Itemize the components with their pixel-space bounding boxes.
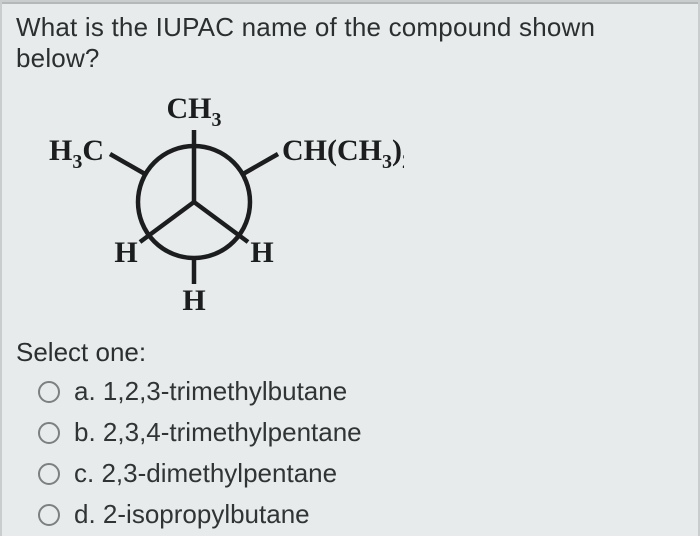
select-one-label: Select one:	[16, 337, 684, 368]
radio-icon[interactable]	[38, 422, 60, 444]
option-text: a. 1,2,3-trimethylbutane	[74, 376, 347, 407]
svg-text:CH3: CH3	[167, 92, 222, 131]
options-group: a. 1,2,3-trimethylbutane b. 2,3,4-trimet…	[38, 376, 684, 530]
radio-icon[interactable]	[38, 463, 60, 485]
option-text: c. 2,3-dimethylpentane	[74, 458, 337, 489]
option-a[interactable]: a. 1,2,3-trimethylbutane	[38, 376, 684, 407]
option-b[interactable]: b. 2,3,4-trimethylpentane	[38, 417, 684, 448]
question-text: What is the IUPAC name of the compound s…	[16, 12, 684, 74]
option-text: d. 2-isopropylbutane	[74, 499, 310, 530]
svg-text:H: H	[114, 236, 137, 269]
option-text: b. 2,3,4-trimethylpentane	[74, 417, 362, 448]
radio-icon[interactable]	[38, 381, 60, 403]
svg-text:H: H	[250, 236, 273, 269]
radio-icon[interactable]	[38, 504, 60, 526]
svg-text:H: H	[182, 284, 205, 314]
option-c[interactable]: c. 2,3-dimethylpentane	[38, 458, 684, 489]
svg-text:H3C: H3C	[49, 134, 104, 173]
newman-projection-diagram: CH3 H3C CH(CH3)2 H H H	[44, 84, 684, 319]
option-d[interactable]: d. 2-isopropylbutane	[38, 499, 684, 530]
svg-text:CH(CH3)2: CH(CH3)2	[282, 134, 404, 173]
question-panel: What is the IUPAC name of the compound s…	[2, 2, 698, 536]
